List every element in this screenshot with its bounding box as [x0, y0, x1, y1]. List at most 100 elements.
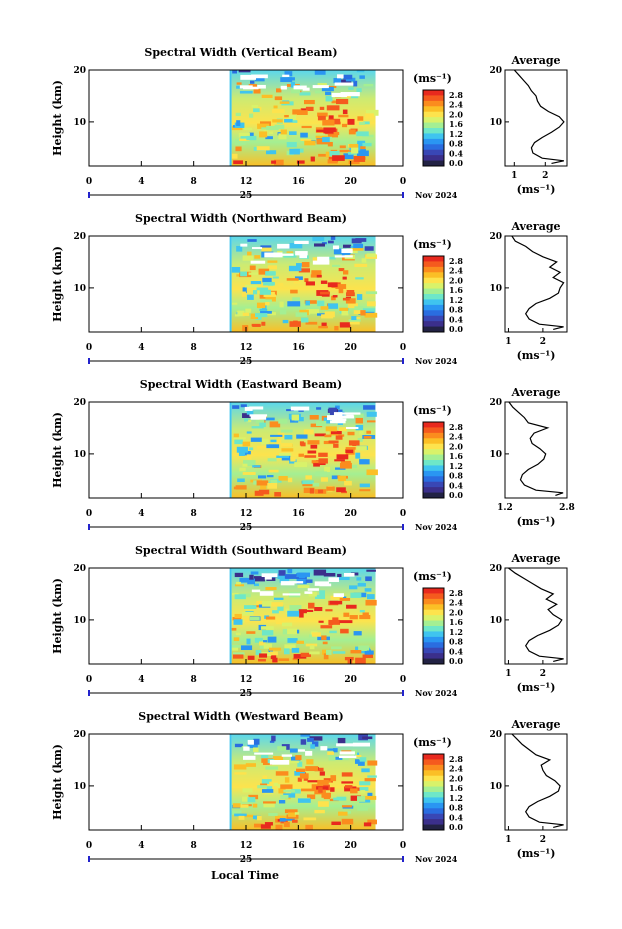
heatmap-cell — [338, 427, 347, 432]
heatmap-cell — [266, 150, 277, 155]
heatmap-cell — [241, 796, 250, 802]
colorbar-swatch — [423, 764, 444, 771]
date-label: Nov 2024 — [415, 854, 458, 864]
heatmap-cell — [366, 301, 376, 307]
heatmap-cell — [329, 600, 343, 605]
heatmap-cell — [265, 616, 276, 620]
heatmap-cell — [347, 657, 353, 664]
heatmap-cell — [251, 426, 264, 429]
heatmap-gap — [332, 245, 339, 250]
heatmap-cell — [274, 492, 282, 497]
heatmap-cell — [263, 801, 276, 804]
colorbar-swatch — [423, 321, 444, 328]
heatmap-cell — [297, 572, 310, 577]
heatmap-cell — [261, 789, 274, 793]
colorbar-tick-label: 2.0 — [449, 607, 463, 617]
heatmap-cell — [250, 437, 262, 442]
heatmap-cell — [342, 109, 348, 115]
heatmap-cell — [242, 255, 254, 261]
panel-title: Spectral Width (Westward Beam) — [138, 710, 343, 723]
heatmap-cell — [362, 654, 374, 659]
heatmap-cell — [357, 437, 363, 442]
heatmap-gap — [333, 412, 343, 417]
heatmap-cell — [258, 268, 270, 275]
heatmap-cell — [345, 447, 356, 450]
heatmap-cell — [355, 452, 361, 459]
heatmap-gap — [259, 591, 274, 596]
heatmap-cell — [348, 160, 360, 165]
heatmap-cell — [346, 290, 355, 296]
heatmap-cell — [248, 794, 259, 800]
heatmap-cell — [271, 160, 277, 164]
x-tick-label: 16 — [292, 177, 305, 187]
heatmap-cell — [296, 434, 308, 439]
heatmap-cell — [307, 440, 320, 445]
x-tick-label: 4 — [138, 841, 144, 851]
heatmap-cell — [283, 648, 290, 655]
average-title: Average — [510, 54, 560, 67]
heatmap-cell — [268, 812, 278, 816]
heatmap-cell — [259, 653, 268, 658]
heatmap-cell — [231, 153, 238, 159]
heatmap-cell — [260, 484, 267, 490]
heatmap-cell — [325, 609, 333, 612]
heatmap-cell — [305, 300, 310, 306]
heatmap-cell — [249, 574, 254, 580]
heatmap-gap — [277, 243, 290, 249]
heatmap-cell — [280, 129, 287, 135]
heatmap-cell — [347, 303, 358, 309]
average-y-tick-label: 10 — [489, 284, 502, 294]
panel-1: Spectral Width (Vertical Beam)2010Height… — [51, 46, 568, 201]
heatmap-gap — [281, 754, 292, 757]
heatmap-cell — [268, 469, 279, 473]
heatmap-cell — [231, 593, 239, 596]
heatmap-cell — [334, 459, 345, 462]
x-tick-label: 12 — [240, 343, 253, 353]
average-y-tick-label: 10 — [489, 616, 502, 626]
heatmap-cell — [305, 643, 318, 647]
heatmap-cell — [261, 321, 266, 326]
heatmap-cell — [341, 805, 353, 808]
heatmap-cell — [287, 628, 297, 635]
y-tick-label: 20 — [73, 398, 86, 408]
heatmap-cell — [234, 613, 242, 619]
average-x-axis-label: (ms⁻¹) — [517, 515, 556, 528]
heatmap-cell — [318, 620, 324, 623]
x-tick-label: 0 — [400, 343, 406, 353]
heatmap-cell — [337, 737, 346, 744]
heatmap-cell — [283, 821, 290, 828]
date-label: Nov 2024 — [415, 356, 458, 366]
colorbar-swatch — [423, 454, 444, 461]
heatmap-cell — [356, 294, 363, 300]
heatmap-cell — [317, 115, 326, 121]
heatmap-cell — [335, 467, 346, 470]
heatmap-gap — [331, 92, 347, 98]
heatmap-cell — [232, 654, 244, 659]
heatmap-cell — [321, 314, 334, 319]
heatmap-cell — [278, 283, 284, 287]
colorbar-tick-label: 2.0 — [449, 275, 463, 285]
heatmap-cell — [351, 316, 357, 321]
heatmap-gap — [328, 577, 339, 583]
heatmap-cell — [294, 812, 300, 815]
heatmap-cell — [347, 118, 355, 125]
colorbar-tick-label: 0.4 — [449, 480, 463, 490]
heatmap-cell — [244, 284, 258, 288]
heatmap-cell — [256, 600, 268, 605]
colorbar-tick-label: 0.4 — [449, 148, 463, 158]
heatmap-cell — [365, 113, 374, 119]
heatmap-cell — [286, 409, 294, 412]
heatmap-cell — [327, 141, 333, 147]
colorbar-swatch — [423, 775, 444, 782]
colorbar-swatch — [423, 759, 444, 766]
heatmap-cell — [309, 488, 315, 494]
colorbar-tick-label: 2.4 — [449, 764, 463, 774]
heatmap-cell — [260, 245, 272, 249]
average-x-tick-label: 1 — [505, 669, 511, 679]
colorbar-swatch — [423, 470, 444, 477]
colorbar-swatch — [423, 465, 444, 472]
heatmap-cell — [252, 465, 261, 468]
panel-4: Spectral Width (Southward Beam)2010Heigh… — [51, 544, 568, 699]
heatmap-cell — [256, 815, 262, 821]
heatmap-cell — [304, 99, 315, 105]
